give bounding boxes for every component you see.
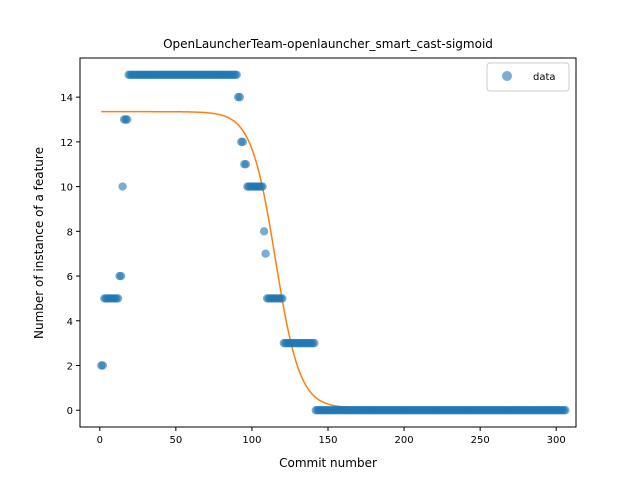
data-point (258, 182, 267, 191)
data-point (113, 294, 123, 303)
data-point (238, 137, 247, 147)
x-tick-label: 150 (318, 435, 337, 446)
x-tick-label: 50 (169, 435, 182, 446)
x-axis-label: Commit number (279, 456, 377, 470)
x-tick-label: 300 (547, 435, 566, 446)
x-tick-label: 200 (395, 435, 414, 446)
x-axis: 0 50 100 150 200 250 300 (97, 427, 566, 446)
plot-area (79, 57, 577, 428)
legend-box (486, 62, 570, 92)
data-point (241, 160, 251, 169)
y-axis: 0 2 4 6 8 10 12 14 (60, 93, 80, 417)
data-point (235, 92, 244, 102)
data-point (278, 294, 287, 303)
y-tick-label: 4 (67, 317, 73, 328)
legend: data (486, 62, 570, 92)
y-axis-label: Number of instance of a feature (32, 147, 46, 339)
data-point (118, 182, 127, 191)
fit-layer (101, 110, 566, 409)
data-points (97, 70, 570, 415)
chart-title: OpenLauncherTeam-openlauncher_smart_cast… (163, 37, 493, 51)
data-point (561, 406, 570, 415)
sigmoid-fit-line (101, 110, 566, 409)
y-tick-label: 2 (67, 362, 73, 373)
x-tick-label: 0 (97, 435, 103, 446)
x-tick-label: 100 (242, 435, 261, 446)
data-point (122, 115, 132, 124)
y-tick-label: 10 (60, 183, 73, 194)
data-point (98, 361, 108, 370)
y-tick-label: 0 (67, 406, 73, 417)
data-point (259, 227, 269, 236)
data-point (232, 70, 241, 79)
legend-label: data (533, 72, 556, 83)
x-tick-label: 250 (471, 435, 490, 446)
data-point (261, 249, 270, 258)
legend-marker (502, 71, 512, 81)
y-tick-label: 12 (60, 138, 73, 149)
data-point (116, 271, 126, 281)
data-point (310, 338, 319, 348)
y-tick-label: 6 (67, 272, 73, 283)
y-tick-label: 14 (60, 93, 73, 104)
y-tick-label: 8 (67, 227, 73, 238)
